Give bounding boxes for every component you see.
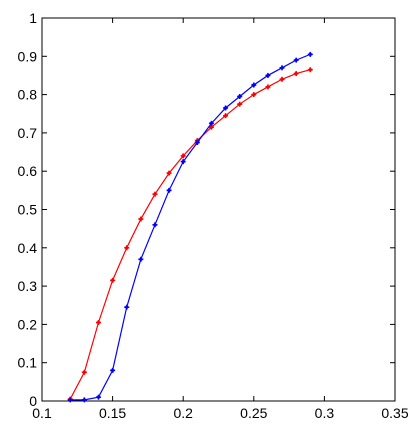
data-point [223, 113, 229, 119]
data-point [81, 397, 87, 403]
data-point [138, 216, 144, 222]
data-point [293, 71, 299, 77]
data-point [180, 153, 186, 159]
data-point [208, 120, 214, 126]
data-point [237, 101, 243, 107]
series-2 [67, 51, 313, 403]
y-tick-label: 0.8 [18, 87, 38, 103]
data-point [237, 94, 243, 100]
data-point [223, 105, 229, 111]
series-layer [67, 51, 313, 403]
y-tick-label: 0 [29, 393, 37, 409]
x-tick-label: 0.35 [381, 405, 408, 421]
y-tick-label: 0.7 [18, 125, 38, 141]
plot-area [41, 17, 396, 402]
series-line [70, 53, 311, 401]
data-point [95, 319, 101, 325]
series-1 [67, 67, 313, 402]
data-point [265, 72, 271, 78]
series-line [69, 69, 311, 400]
data-point [279, 65, 285, 71]
y-tick-label: 0.5 [18, 202, 38, 218]
data-point [180, 159, 186, 165]
data-point [279, 76, 285, 82]
data-point [307, 51, 313, 57]
y-tick-label: 1 [29, 10, 37, 26]
x-axis: 0.1 0.15 0.2 0.25 0.3 0.35 [32, 18, 408, 421]
data-point [265, 84, 271, 90]
data-point [194, 139, 200, 145]
data-point [124, 304, 130, 310]
data-point [110, 367, 116, 373]
y-tick-label: 0.4 [18, 240, 38, 256]
y-axis: 0 0.1 0.2 0.3 0.4 0.5 0.6 0.7 0.8 0.9 1 [18, 10, 395, 409]
y-tick-label: 0.3 [18, 278, 38, 294]
data-point [293, 57, 299, 63]
x-tick-label: 0.2 [173, 405, 193, 421]
x-tick-label: 0.15 [99, 405, 126, 421]
x-tick-label: 0.25 [240, 405, 267, 421]
data-point [110, 277, 116, 283]
data-point [81, 369, 87, 375]
data-point [251, 82, 257, 88]
x-tick-label: 0.1 [32, 405, 52, 421]
data-point [95, 394, 101, 400]
data-point [138, 256, 144, 262]
data-point [166, 170, 172, 176]
y-tick-label: 0.9 [18, 48, 38, 64]
data-point [166, 187, 172, 193]
data-point [307, 67, 313, 73]
data-point [251, 92, 257, 98]
y-tick-label: 0.1 [18, 355, 38, 371]
x-tick-label: 0.3 [315, 405, 335, 421]
data-point [67, 397, 73, 403]
y-tick-label: 0.2 [18, 316, 38, 332]
data-point [124, 245, 130, 251]
y-tick-label: 0.6 [18, 163, 38, 179]
data-point [152, 191, 158, 197]
data-point [152, 222, 158, 228]
